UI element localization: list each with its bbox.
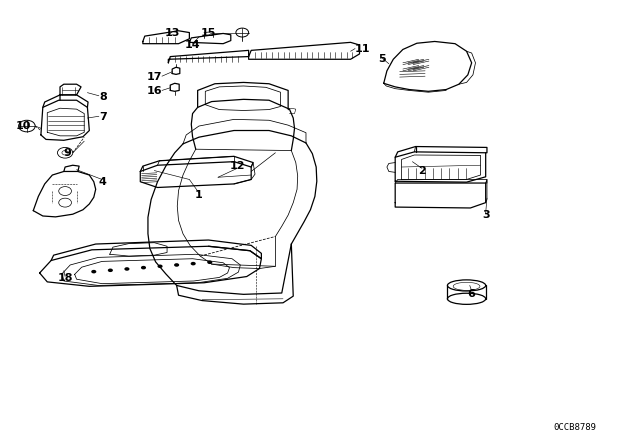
- Text: 7: 7: [99, 112, 107, 122]
- Text: 16: 16: [147, 86, 162, 96]
- Text: 14: 14: [185, 40, 200, 50]
- Text: 1: 1: [195, 190, 203, 200]
- Circle shape: [207, 260, 212, 264]
- Text: 8: 8: [99, 92, 107, 102]
- Text: 4: 4: [98, 177, 106, 187]
- Text: 6: 6: [468, 289, 476, 299]
- Text: 12: 12: [229, 161, 245, 171]
- Circle shape: [157, 264, 163, 268]
- Text: 0CCB8789: 0CCB8789: [554, 423, 596, 432]
- Text: 11: 11: [355, 43, 371, 54]
- Circle shape: [174, 263, 179, 267]
- Circle shape: [141, 266, 146, 269]
- Text: 5: 5: [379, 54, 387, 64]
- Text: 17: 17: [147, 72, 162, 82]
- Text: 15: 15: [201, 28, 216, 38]
- Text: 2: 2: [418, 167, 426, 177]
- Circle shape: [124, 267, 129, 271]
- Circle shape: [191, 262, 196, 265]
- Text: 13: 13: [164, 28, 180, 38]
- Text: 9: 9: [64, 148, 72, 158]
- Circle shape: [108, 268, 113, 272]
- Text: 18: 18: [58, 273, 73, 283]
- Text: 10: 10: [16, 121, 31, 131]
- Text: 3: 3: [482, 210, 490, 220]
- Circle shape: [92, 270, 97, 273]
